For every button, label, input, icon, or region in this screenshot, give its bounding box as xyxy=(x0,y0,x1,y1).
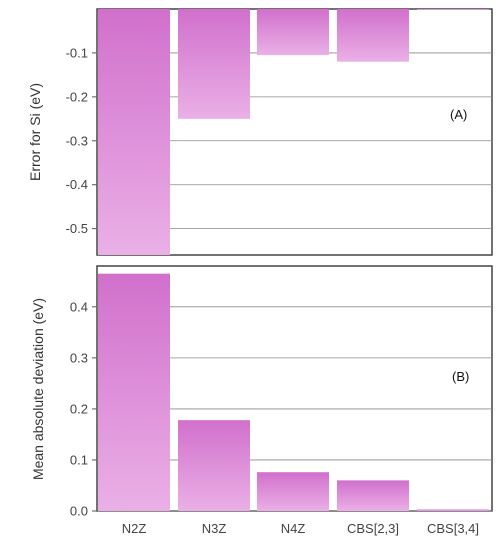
panel-b-x-tick-label: CBS[3,4] xyxy=(427,521,479,536)
panel-b-y-ticks: 0.0 0.1 0.2 0.3 0.4 xyxy=(70,299,97,519)
panel-b-x-tick-label: N3Z xyxy=(202,521,227,536)
panel-b-y-tick-label: 0.1 xyxy=(70,452,88,467)
panel-b: 0.0 0.1 0.2 0.3 0.4 N2Z N3Z N4Z CBS[2,3] CBS[3,4… xyxy=(30,265,493,536)
panel-b-x-tick-label: N4Z xyxy=(281,521,306,536)
panel-b-y-tick-label: 0.4 xyxy=(70,299,88,314)
panel-b-y-tick-label: 0.2 xyxy=(70,401,88,416)
panel-a-y-tick-label: -0.3 xyxy=(66,133,88,148)
panel-a-bar-n4z xyxy=(257,9,329,56)
panel-a-y-tick-label: -0.1 xyxy=(66,45,88,60)
panel-b-x-tick-label: N2Z xyxy=(122,521,147,536)
panel-b-bar-n3z xyxy=(178,420,250,511)
panel-b-bar-n2z xyxy=(98,273,170,511)
panel-a-y-tick-label: -0.2 xyxy=(66,89,88,104)
panel-a: -0.1 -0.2 -0.3 -0.4 -0.5 Error for Si (eV) (… xyxy=(27,8,493,256)
panel-a-bar-n2z xyxy=(98,9,170,255)
panel-a-y-ticks: -0.1 -0.2 -0.3 -0.4 -0.5 xyxy=(66,45,97,236)
panel-b-x-ticks: N2Z N3Z N4Z CBS[2,3] CBS[3,4] xyxy=(122,521,479,536)
panel-b-label: (B) xyxy=(452,369,469,384)
panel-a-y-axis-label: Error for Si (eV) xyxy=(27,83,43,181)
panel-b-x-tick-label: CBS[2,3] xyxy=(347,521,399,536)
panel-a-y-tick-label: -0.5 xyxy=(66,221,88,236)
panel-a-bar-n3z xyxy=(178,9,250,119)
panel-a-label: (A) xyxy=(450,107,467,122)
panel-a-bar-cbs-3-4 xyxy=(417,9,489,10)
panel-b-bar-cbs-2-3 xyxy=(337,480,409,511)
panel-b-bars xyxy=(98,273,489,511)
panel-a-bars xyxy=(98,9,489,255)
panel-b-y-axis-label: Mean absolute deviation (eV) xyxy=(30,298,46,480)
panel-b-bar-n4z xyxy=(257,472,329,511)
panel-b-y-tick-label: 0.3 xyxy=(70,350,88,365)
panel-b-bar-cbs-3-4 xyxy=(417,509,489,511)
panel-a-bar-cbs-2-3 xyxy=(337,9,409,62)
panel-a-y-tick-label: -0.4 xyxy=(66,177,88,192)
panel-b-y-tick-label: 0.0 xyxy=(70,504,88,519)
